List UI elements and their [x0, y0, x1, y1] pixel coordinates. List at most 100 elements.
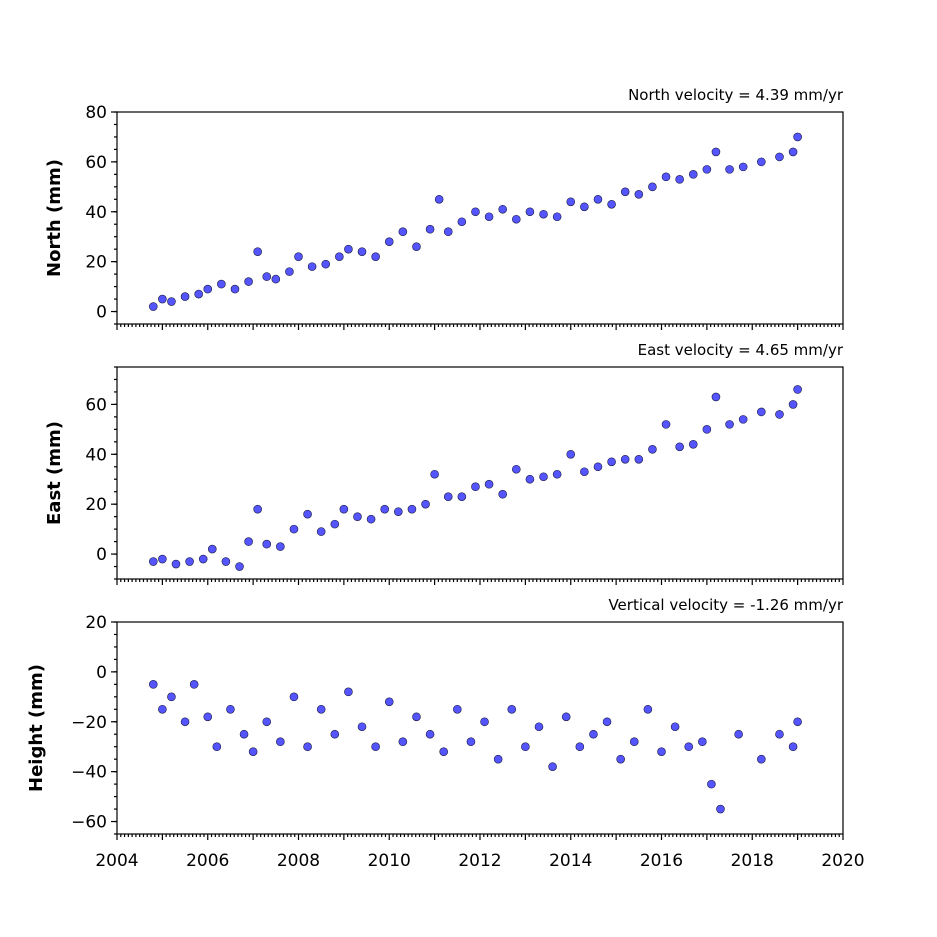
height-points — [149, 680, 802, 814]
north-data-point — [675, 175, 684, 184]
north-data-point — [688, 170, 698, 179]
north-y-axis-label: North (mm) — [44, 159, 65, 277]
north-y-tick-label: 40 — [85, 203, 107, 223]
north-data-point — [371, 252, 380, 261]
height-data-point — [507, 704, 517, 714]
height-data-point — [276, 737, 285, 747]
north-velocity-label: North velocity = 4.39 mm/yr — [628, 86, 844, 104]
height-data-point — [371, 742, 380, 752]
height-data-point — [561, 712, 571, 722]
height-data-point — [793, 717, 802, 727]
north-data-point — [262, 272, 272, 281]
east-data-point — [185, 557, 194, 566]
north-data-point — [788, 147, 798, 157]
north-y-tick-label: 0 — [96, 303, 107, 323]
east-data-point — [421, 499, 430, 509]
east-data-point — [253, 504, 262, 514]
north-data-point — [580, 202, 589, 212]
north-data-point — [307, 262, 317, 271]
north-data-point — [217, 279, 226, 289]
north-points — [149, 132, 802, 311]
east-data-point — [276, 542, 285, 551]
height-data-point — [698, 737, 707, 747]
north-data-point — [443, 227, 453, 237]
east-data-point — [757, 407, 766, 417]
east-axes: 0 20 40 60 — [85, 366, 844, 585]
east-data-point — [580, 467, 589, 477]
east-data-point — [394, 507, 403, 516]
east-y-tick-label: 60 — [85, 395, 107, 415]
north-data-point — [271, 274, 281, 284]
north-data-point — [738, 162, 748, 172]
east-y-tick-label: 40 — [85, 445, 107, 465]
north-data-point — [167, 297, 176, 306]
north-data-point — [285, 267, 294, 276]
east-data-point — [430, 469, 439, 479]
x-tick-label: 2006 — [186, 851, 229, 871]
north-data-point — [294, 252, 303, 261]
height-data-point — [439, 747, 449, 756]
east-data-point — [725, 420, 734, 429]
east-data-point — [793, 385, 802, 394]
x-tick-label: 2014 — [549, 851, 592, 871]
north-y-tick-label: 20 — [85, 253, 107, 273]
east-data-point — [244, 537, 253, 546]
north-data-point — [321, 259, 331, 269]
north-data-point — [230, 284, 240, 294]
east-data-point — [484, 479, 494, 489]
height-y-axis-label: Height (mm) — [26, 664, 47, 792]
east-data-point — [552, 469, 562, 479]
height-data-point — [303, 742, 312, 752]
east-data-point — [407, 504, 417, 514]
east-points — [149, 385, 802, 571]
height-data-point — [657, 747, 666, 756]
height-y-tick-label: −20 — [71, 713, 107, 733]
north-data-point — [661, 172, 671, 182]
height-data-point — [158, 704, 167, 714]
north-data-point — [593, 194, 603, 204]
height-data-point — [466, 737, 476, 747]
east-panel: East velocity = 4.65 mm/yr East (mm) 0 20… — [44, 341, 844, 585]
x-tick-label: 2008 — [277, 851, 320, 871]
height-y-tick-label: −40 — [71, 763, 107, 783]
east-data-point — [525, 474, 535, 484]
east-data-point — [593, 462, 603, 472]
height-data-point — [534, 722, 544, 732]
north-data-point — [335, 252, 344, 261]
east-data-point — [788, 400, 798, 409]
height-data-point — [757, 754, 766, 764]
north-data-point — [648, 182, 657, 192]
height-data-point — [344, 687, 353, 697]
height-data-point — [330, 729, 340, 739]
east-data-point — [207, 544, 217, 554]
east-data-point — [380, 504, 390, 514]
height-data-point — [425, 729, 435, 739]
height-data-point — [453, 704, 462, 714]
north-y-tick-label: 60 — [85, 153, 107, 173]
north-data-point — [434, 194, 444, 204]
north-data-point — [552, 212, 562, 222]
north-data-point — [793, 132, 802, 142]
east-data-point — [353, 512, 362, 521]
east-data-point — [711, 392, 721, 402]
east-data-point — [443, 492, 453, 501]
east-data-point — [620, 454, 630, 464]
x-tick-label: 2010 — [368, 851, 411, 871]
north-data-point — [725, 165, 734, 174]
east-data-point — [158, 554, 167, 564]
east-velocity-label: East velocity = 4.65 mm/yr — [638, 341, 844, 359]
north-data-point — [357, 247, 367, 256]
east-data-point — [339, 504, 349, 514]
height-plot-frame — [116, 621, 844, 835]
north-data-point — [253, 247, 262, 256]
height-data-point — [239, 729, 249, 739]
x-tick-label: 2018 — [731, 851, 774, 871]
north-data-point — [344, 244, 353, 254]
north-data-point — [711, 147, 721, 157]
north-data-point — [525, 207, 535, 217]
height-data-point — [412, 712, 421, 722]
east-data-point — [607, 457, 616, 467]
x-tick-label: 2020 — [821, 851, 864, 871]
north-axes: 0 20 40 60 80 — [85, 103, 844, 330]
